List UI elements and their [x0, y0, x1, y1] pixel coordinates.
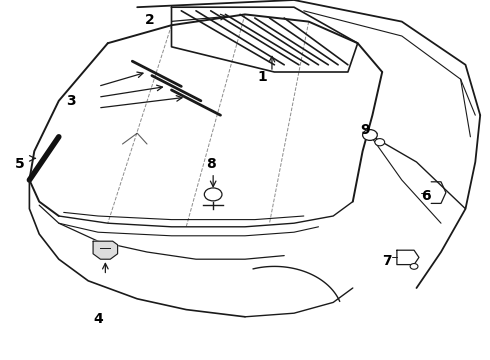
Text: 1: 1 — [257, 71, 267, 84]
Circle shape — [375, 139, 385, 146]
Text: 6: 6 — [421, 189, 431, 203]
Text: 4: 4 — [93, 312, 103, 325]
Text: 9: 9 — [360, 123, 370, 136]
Text: 3: 3 — [66, 94, 76, 108]
Polygon shape — [93, 241, 118, 259]
Circle shape — [363, 130, 377, 140]
Text: 2: 2 — [145, 13, 154, 27]
Text: 7: 7 — [382, 254, 392, 268]
Text: 5: 5 — [15, 157, 24, 171]
Text: 8: 8 — [206, 157, 216, 171]
Circle shape — [410, 264, 418, 269]
Circle shape — [204, 188, 222, 201]
